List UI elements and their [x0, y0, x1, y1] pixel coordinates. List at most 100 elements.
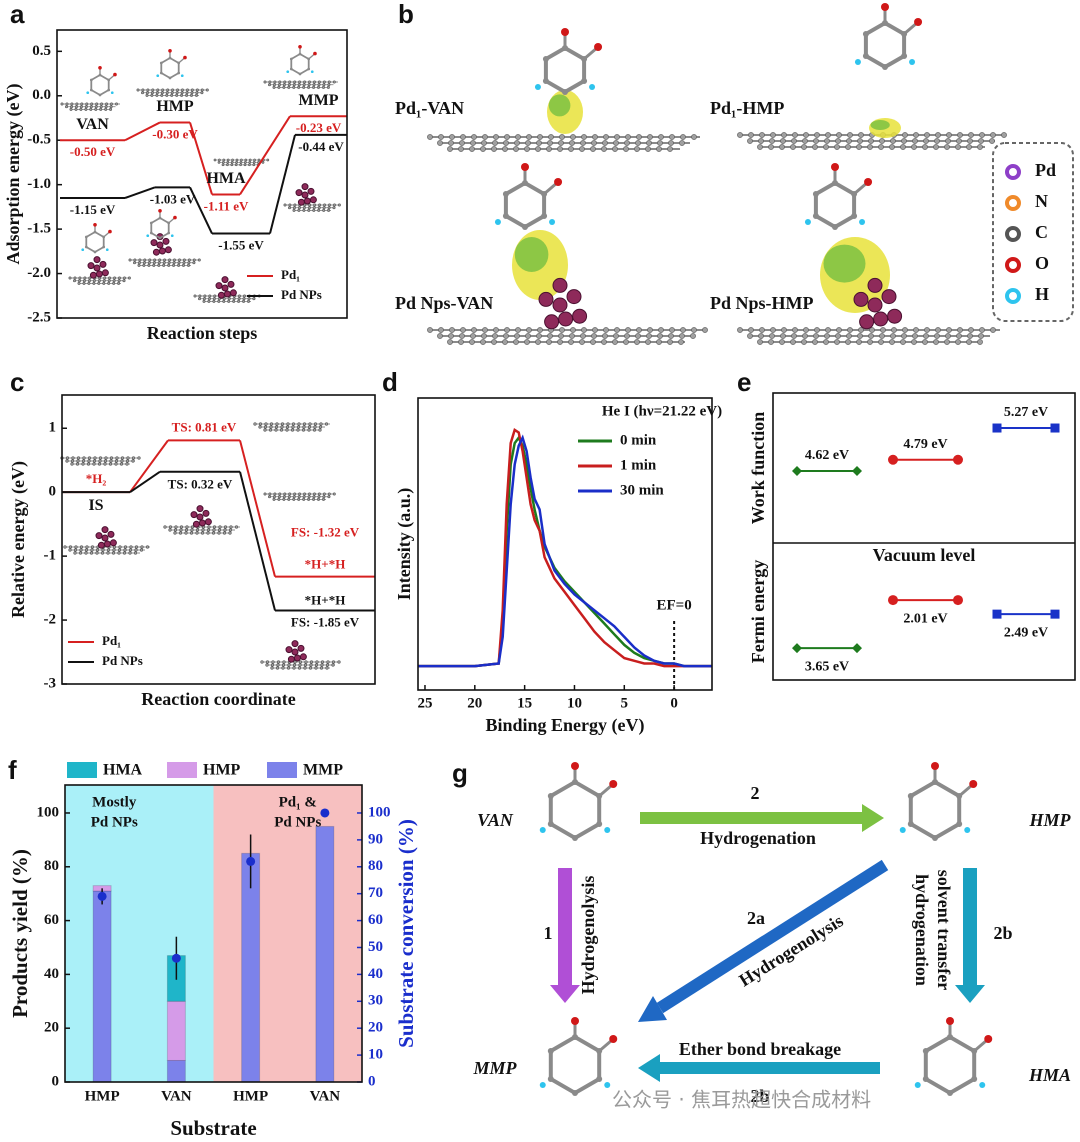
oxygen-atom [113, 72, 117, 77]
carbon-atom [824, 333, 830, 339]
carbon-atom [158, 258, 162, 262]
carbon-atom [580, 333, 586, 339]
carbon-atom [100, 102, 104, 106]
carbon-atom [247, 297, 251, 301]
carbon-atom [624, 140, 630, 146]
pd-atom [101, 534, 109, 542]
carbon-atom [780, 333, 786, 339]
carbon-atom [317, 492, 321, 496]
pd-atom [297, 644, 305, 652]
hydrogen-atom [859, 219, 866, 225]
carbon-atom [94, 105, 98, 109]
oxygen-atom [98, 66, 102, 70]
arrow-label: solvent transfer [934, 870, 954, 990]
carbon-atom [889, 144, 895, 150]
carbon-atom [70, 459, 75, 463]
level-marker [1050, 609, 1060, 619]
carbon-atom [690, 333, 696, 339]
y-tick-label: -2.5 [27, 309, 51, 325]
atom [93, 250, 97, 254]
carbon-atom [769, 333, 775, 339]
carbon-atom [308, 80, 311, 84]
carbon-atom [493, 134, 499, 140]
level-marker [888, 454, 898, 465]
carbon-atom [176, 88, 180, 92]
pd-atom [202, 509, 210, 517]
carbon-atom [502, 146, 508, 152]
carbon-atom [252, 161, 256, 164]
oxygen-atom [571, 762, 579, 770]
carbon-atom [232, 297, 236, 301]
carbon-atom [68, 545, 73, 549]
carbon-atom [537, 134, 543, 140]
pd-atom [190, 511, 198, 519]
carbon-atom [759, 327, 765, 333]
carbon-atom [326, 85, 330, 89]
carbon-atom [131, 456, 136, 460]
pd-atom [215, 282, 223, 290]
carbon-atom [89, 107, 93, 111]
carbon-atom [614, 327, 620, 333]
pd-atom [293, 654, 301, 662]
pd-atom [196, 513, 204, 521]
arrow-number: 2a [747, 908, 765, 928]
carbon-atom [197, 258, 201, 262]
charge-density [870, 120, 890, 130]
carbon-atom [625, 134, 631, 140]
carbon-atom [195, 528, 200, 532]
group-label: Pd NPs [91, 814, 138, 830]
y-axis-label: Intensity (a.u.) [394, 488, 415, 601]
atom [812, 213, 819, 219]
carbon-atom [190, 88, 194, 92]
carbon-atom [966, 339, 972, 345]
carbon-atom [84, 551, 88, 555]
value-label: 5.27 eV [1004, 405, 1048, 420]
carbon-atom [79, 107, 83, 111]
value-label: TS: 0.32 eV [168, 477, 233, 492]
y2-tick-label: 100 [368, 804, 391, 820]
carbon-atom [180, 91, 184, 95]
plot-frame [61, 394, 376, 685]
arrow-label: Hydrogenation [700, 828, 816, 848]
carbon-atom [302, 206, 306, 210]
category-label: HMA [206, 170, 246, 187]
carbon-atom [155, 93, 159, 97]
carbon-atom [978, 138, 984, 144]
carbon-atom [170, 91, 174, 95]
carbon-atom [156, 88, 160, 92]
carbon-atom [65, 459, 69, 463]
carbon-atom [70, 462, 74, 466]
plot-frame [417, 397, 713, 691]
pd-atom [101, 269, 109, 277]
plot-frame [56, 29, 348, 319]
carbon-atom [265, 660, 270, 664]
carbon-atom [292, 83, 296, 87]
carbon-atom [313, 425, 317, 429]
carbon-atom [161, 88, 165, 92]
carbon-atom [283, 80, 287, 84]
arrow [550, 868, 580, 1003]
carbon-atom [282, 660, 286, 664]
carbon-atom [200, 91, 204, 95]
y2-tick-label: 30 [368, 993, 383, 1009]
carbon-atom [309, 663, 313, 667]
carbon-atom [109, 459, 113, 463]
carbon-atom [168, 525, 173, 529]
hydrogen-atom [539, 827, 546, 833]
carbon-atom [667, 339, 673, 345]
carbon-atom [857, 138, 863, 144]
carbon-atom [75, 102, 79, 106]
carbon-atom [591, 333, 597, 339]
carbon-atom [179, 525, 184, 529]
pd-atom [566, 289, 582, 305]
pd-atom [873, 311, 889, 327]
carbon-atom [217, 161, 221, 164]
carbon-atom [791, 138, 797, 144]
carbon-atom [202, 299, 206, 303]
carbon-atom [331, 663, 335, 667]
carbon-atom [223, 525, 228, 529]
carbon-atom [166, 88, 170, 92]
group-label: Mostly [92, 794, 137, 810]
y-tick-label: 80 [44, 858, 59, 874]
carbon-atom [856, 339, 862, 345]
